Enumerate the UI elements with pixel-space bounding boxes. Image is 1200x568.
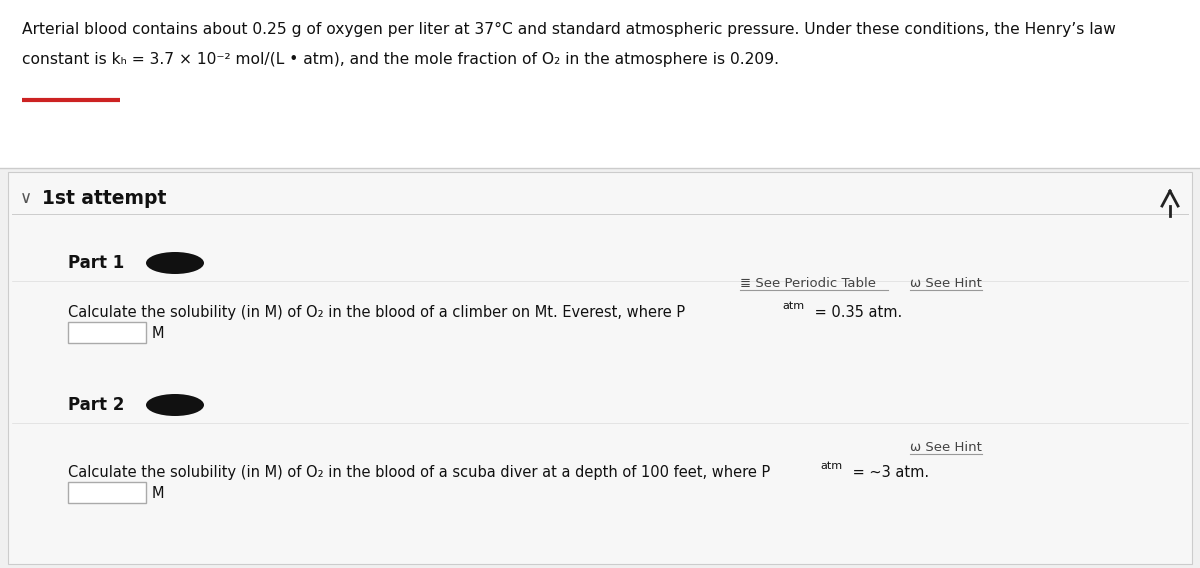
FancyBboxPatch shape xyxy=(0,0,1200,168)
Text: = ~3 atm.: = ~3 atm. xyxy=(848,465,929,480)
Text: ≣ See Periodic Table: ≣ See Periodic Table xyxy=(740,277,876,290)
Text: atm: atm xyxy=(820,461,842,471)
Ellipse shape xyxy=(146,252,204,274)
Text: = 0.35 atm.: = 0.35 atm. xyxy=(810,305,902,320)
Text: M: M xyxy=(152,486,164,500)
Text: ∨: ∨ xyxy=(20,189,32,207)
FancyBboxPatch shape xyxy=(0,168,1200,568)
Text: ⍵ See Hint: ⍵ See Hint xyxy=(910,441,982,454)
Text: constant is kₕ = 3.7 × 10⁻² mol/(L • atm), and the mole fraction of O₂ in the at: constant is kₕ = 3.7 × 10⁻² mol/(L • atm… xyxy=(22,52,779,67)
Ellipse shape xyxy=(146,394,204,416)
Text: M: M xyxy=(152,325,164,340)
Text: Part 1: Part 1 xyxy=(68,254,125,272)
Text: atm: atm xyxy=(782,301,804,311)
FancyBboxPatch shape xyxy=(68,322,146,343)
Text: Part 2: Part 2 xyxy=(68,396,125,414)
Text: Calculate the solubility (in M) of O₂ in the blood of a climber on Mt. Everest, : Calculate the solubility (in M) of O₂ in… xyxy=(68,305,685,320)
FancyBboxPatch shape xyxy=(68,482,146,503)
Text: Calculate the solubility (in M) of O₂ in the blood of a scuba diver at a depth o: Calculate the solubility (in M) of O₂ in… xyxy=(68,465,770,480)
Text: ⍵ See Hint: ⍵ See Hint xyxy=(910,277,982,290)
Text: Arterial blood contains about 0.25 g of oxygen per liter at 37°C and standard at: Arterial blood contains about 0.25 g of … xyxy=(22,22,1116,37)
FancyBboxPatch shape xyxy=(8,172,1192,564)
Text: 1st attempt: 1st attempt xyxy=(42,189,167,207)
